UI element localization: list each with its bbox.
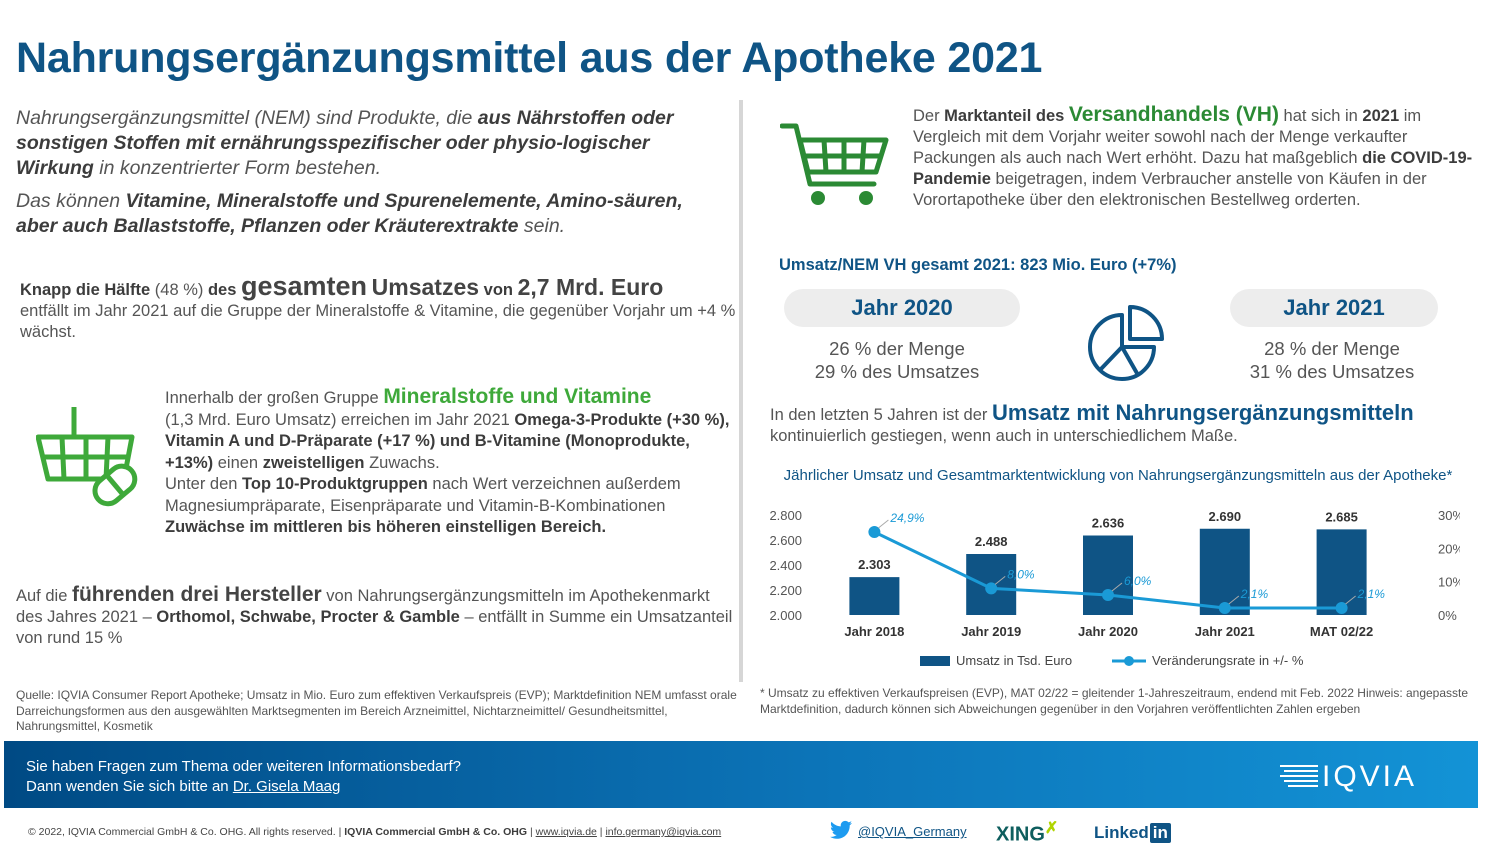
x-tick-label: Jahr 2019	[961, 624, 1021, 639]
x-tick-label: Jahr 2020	[1078, 624, 1138, 639]
page-title: Nahrungsergänzungsmittel aus der Apothek…	[16, 34, 1043, 82]
iqvia-logo-text: IQVIA	[1322, 760, 1417, 792]
rate-leader-line	[1228, 595, 1240, 605]
bar-value-label: 2.488	[975, 534, 1008, 549]
intro-paragraph-2: Das können Vitamine, Mineralstoffe und S…	[16, 190, 683, 237]
intro-paragraph-1: Nahrungsergänzungsmittel (NEM) sind Prod…	[16, 107, 674, 179]
email-link[interactable]: info.germany@iqvia.com	[605, 826, 722, 838]
x-tick-label: MAT 02/22	[1310, 624, 1373, 639]
chart-footnote: * Umsatz zu effektiven Verkaufspreisen (…	[760, 686, 1469, 716]
contact-banner	[4, 741, 1478, 808]
legend-bar-label: Umsatz in Tsd. Euro	[956, 653, 1072, 668]
twitter-icon[interactable]	[830, 820, 852, 840]
year-pill-2021: Jahr 2021	[1230, 289, 1438, 327]
legend-line-label: Veränderungsrate in +/- %	[1152, 653, 1304, 668]
xing-x-icon: ✗	[1044, 820, 1059, 837]
copyright: © 2022, IQVIA Commercial GmbH & Co. OHG.…	[28, 826, 722, 838]
y-left-tick-label: 2.400	[769, 558, 802, 573]
website-link[interactable]: www.iqvia.de	[535, 826, 597, 838]
rate-leader-line	[878, 519, 889, 529]
rate-leader-line	[994, 575, 1006, 585]
bar-value-label: 2.636	[1092, 516, 1125, 531]
summary-text: Knapp die Hälfte (48 %) des gesamten Ums…	[20, 271, 736, 342]
legend-line-marker	[1124, 656, 1134, 666]
bar	[1316, 529, 1367, 615]
rate-point	[868, 526, 881, 538]
xing-logo[interactable]: XING✗	[996, 820, 1059, 846]
revenue-chart: 2.000 2.200 2.400 2.600 2.800 0% 10% 20% 30% 2.30…	[769, 508, 1460, 668]
y-right-tick-label: 30%	[1438, 508, 1460, 523]
x-tick-label: Jahr 2021	[1195, 624, 1255, 639]
rate-label: 2,1%	[1357, 587, 1386, 601]
contact-link[interactable]: Dr. Gisela Maag	[232, 777, 341, 795]
bar-value-label: 2.690	[1209, 509, 1242, 524]
pie-chart-icon	[1088, 305, 1164, 381]
iqvia-logo: IQVIA	[1278, 756, 1438, 793]
column-divider	[739, 100, 743, 682]
intro-text: Nahrungsergänzungsmittel (NEM) sind Prod…	[16, 106, 716, 247]
rate-leader-line	[1111, 582, 1123, 592]
trend-text: In den letzten 5 Jahren ist der Umsatz m…	[770, 400, 1414, 446]
source-note: Quelle: IQVIA Consumer Report Apotheke; …	[16, 688, 737, 733]
stat-2020-umsatz: 29 % des Umsatzes	[814, 361, 980, 382]
rate-label: 2,1%	[1240, 587, 1269, 601]
y-left-tick-label: 2.800	[769, 508, 802, 523]
y-right-tick-label: 0%	[1438, 608, 1457, 623]
y-left-tick-label: 2.600	[769, 533, 802, 548]
rate-point	[1218, 602, 1231, 614]
x-tick-label: Jahr 2018	[844, 624, 904, 639]
y-left-tick-label: 2.000	[769, 608, 802, 623]
legend-bar-swatch	[920, 656, 950, 666]
contact-text: Sie haben Fragen zum Thema oder weiteren…	[26, 758, 461, 795]
bar	[849, 577, 900, 615]
stat-2021-umsatz: 31 % des Umsatzes	[1249, 361, 1415, 382]
stat-2020: 26 % der Menge 29 % des Umsatzes	[784, 337, 1010, 383]
versandhandel-text: Der Marktanteil des Versandhandels (VH) …	[913, 103, 1473, 209]
rate-point	[985, 582, 998, 595]
stat-2021-menge: 28 % der Menge	[1264, 338, 1400, 359]
hersteller-text: Auf die führenden drei Hersteller von Na…	[16, 583, 733, 647]
rate-point	[1335, 602, 1348, 614]
rate-point	[1102, 589, 1114, 601]
twitter-link[interactable]: @IQVIA_Germany	[858, 824, 967, 839]
bar	[1199, 528, 1250, 615]
rate-label: 24,9%	[889, 511, 924, 525]
stat-2020-menge: 26 % der Menge	[829, 338, 965, 359]
rate-label: 6,0%	[1124, 574, 1152, 588]
y-right-tick-label: 10%	[1438, 575, 1460, 590]
chart-title: Jährlicher Umsatz und Gesamtmarktentwick…	[783, 467, 1453, 484]
bar-value-label: 2.685	[1325, 509, 1358, 524]
iqvia-logo-icon: IQVIA	[1280, 760, 1417, 793]
vh-headline: Umsatz/NEM VH gesamt 2021: 823 Mio. Euro…	[779, 256, 1177, 274]
y-right-tick-label: 20%	[1438, 541, 1460, 556]
year-pill-2020: Jahr 2020	[784, 289, 1020, 327]
mineral-text: Innerhalb der großen Gruppe Mineralstoff…	[165, 385, 730, 536]
rate-leader-line	[1345, 595, 1356, 605]
linkedin-logo[interactable]: Linked in	[1094, 823, 1171, 843]
y-left-tick-label: 2.200	[769, 583, 802, 598]
stat-2021: 28 % der Menge 31 % des Umsatzes	[1222, 337, 1442, 383]
rate-label: 8,0%	[1007, 567, 1035, 581]
bar	[1083, 535, 1133, 615]
basket-pill-icon	[36, 407, 138, 507]
bar-value-label: 2.303	[858, 557, 891, 572]
shopping-cart-icon	[780, 123, 889, 205]
